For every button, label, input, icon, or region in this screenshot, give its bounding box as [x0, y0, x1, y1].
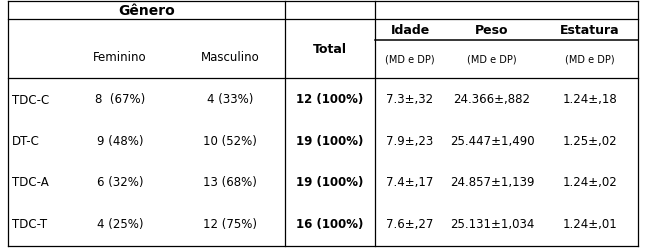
Text: Idade: Idade: [390, 24, 430, 37]
Text: 1.24±,01: 1.24±,01: [562, 218, 617, 230]
Text: 7.4±,17: 7.4±,17: [386, 175, 433, 188]
Text: (MD e DP): (MD e DP): [467, 55, 517, 65]
Text: TDC-A: TDC-A: [12, 175, 49, 188]
Text: Peso: Peso: [475, 24, 509, 37]
Text: 4 (33%): 4 (33%): [207, 93, 253, 106]
Text: Total: Total: [313, 43, 347, 56]
Text: 13 (68%): 13 (68%): [203, 175, 257, 188]
Text: 16 (100%): 16 (100%): [296, 218, 364, 230]
Text: TDC-T: TDC-T: [12, 218, 47, 230]
Text: 24.366±,882: 24.366±,882: [453, 93, 530, 106]
Text: 7.6±,27: 7.6±,27: [386, 218, 433, 230]
Text: 1.25±,02: 1.25±,02: [562, 134, 617, 147]
Text: (MD e DP): (MD e DP): [565, 55, 615, 65]
Text: 7.3±,32: 7.3±,32: [386, 93, 433, 106]
Text: 9 (48%): 9 (48%): [97, 134, 143, 147]
Text: 19 (100%): 19 (100%): [296, 134, 364, 147]
Text: 25.447±1,490: 25.447±1,490: [450, 134, 534, 147]
Text: 6 (32%): 6 (32%): [97, 175, 143, 188]
Text: Masculino: Masculino: [201, 51, 259, 64]
Text: Estatura: Estatura: [561, 24, 620, 37]
Text: 12 (100%): 12 (100%): [296, 93, 364, 106]
Text: 19 (100%): 19 (100%): [296, 175, 364, 188]
Text: Gênero: Gênero: [118, 4, 175, 18]
Text: 10 (52%): 10 (52%): [203, 134, 257, 147]
Text: 12 (75%): 12 (75%): [203, 218, 257, 230]
Text: 25.131±1,034: 25.131±1,034: [450, 218, 534, 230]
Text: 4 (25%): 4 (25%): [97, 218, 143, 230]
Text: 1.24±,02: 1.24±,02: [562, 175, 617, 188]
Text: Feminino: Feminino: [93, 51, 147, 64]
Text: 1.24±,18: 1.24±,18: [562, 93, 617, 106]
Text: 8  (67%): 8 (67%): [95, 93, 145, 106]
Text: 24.857±1,139: 24.857±1,139: [450, 175, 534, 188]
Text: TDC-C: TDC-C: [12, 93, 49, 106]
Text: DT-C: DT-C: [12, 134, 40, 147]
Text: 7.9±,23: 7.9±,23: [386, 134, 433, 147]
Text: (MD e DP): (MD e DP): [385, 55, 435, 65]
